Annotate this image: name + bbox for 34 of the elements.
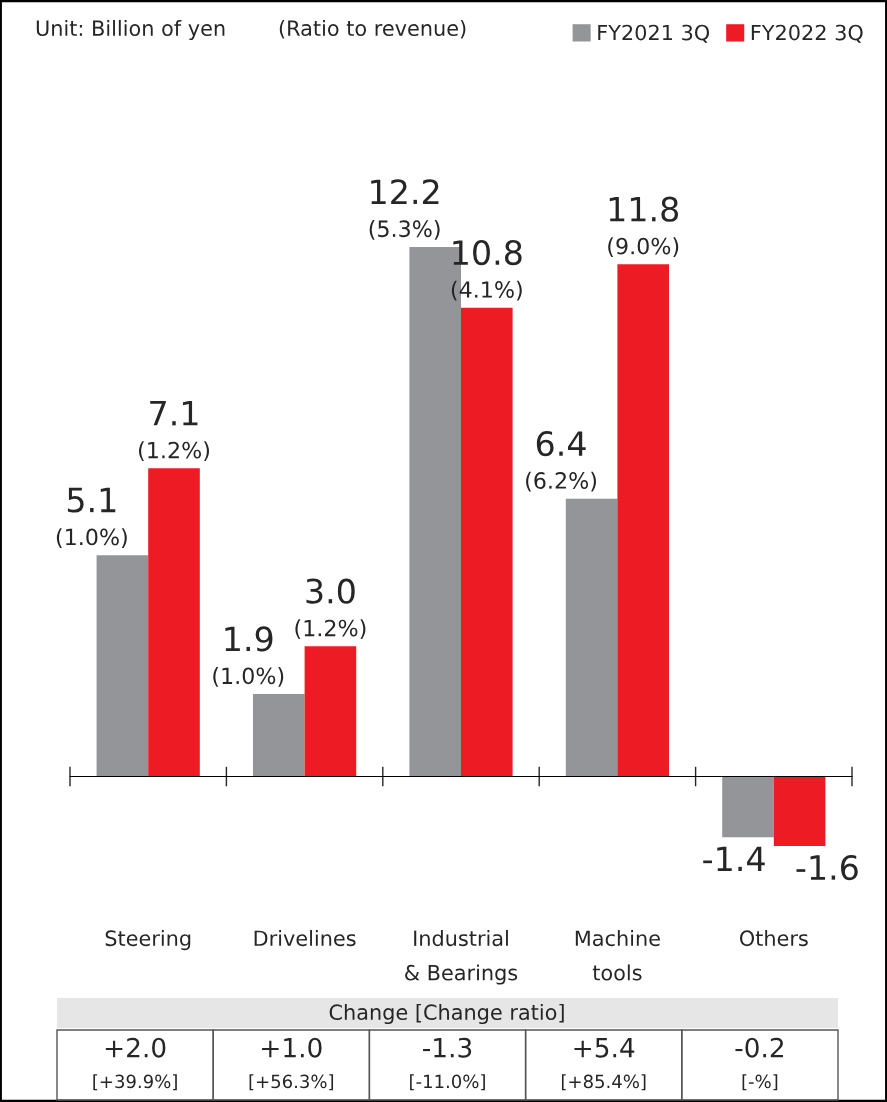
data-label: 1.9 (1.0%) xyxy=(213,626,284,687)
x-tick-label: Steering xyxy=(105,930,191,951)
data-label: -1.6 xyxy=(796,854,858,881)
text: -0.2 [-%] xyxy=(735,1037,783,1091)
data-label: 5.1 (1.0%) xyxy=(56,487,127,548)
legend-label: FY2021 3Q xyxy=(598,24,710,43)
text: +5.4 [+85.4%] xyxy=(561,1038,646,1091)
bar xyxy=(617,264,670,777)
data-label: -1.4 xyxy=(703,846,765,871)
text: -1.3 [-11.0%] xyxy=(410,1037,485,1091)
bar xyxy=(304,646,357,777)
x-tick-label: Drivelines xyxy=(254,930,356,947)
data-label: 7.1 (1.2%) xyxy=(139,401,209,462)
data-label: 11.8 (9.0%) xyxy=(608,196,679,258)
bar xyxy=(96,555,149,777)
text: Unit: Billion of yen xyxy=(36,19,225,41)
data-label: 6.4 (6.2%) xyxy=(526,430,597,492)
x-tick-label: Others xyxy=(739,930,808,947)
text: +1.0 [+56.3%] xyxy=(249,1037,334,1091)
x-tick-label: Machine tools xyxy=(575,930,660,981)
bar xyxy=(252,694,305,777)
bar xyxy=(148,468,200,777)
bar xyxy=(565,498,618,777)
bar xyxy=(773,776,826,846)
legend-label: FY2022 3Q xyxy=(751,24,863,43)
text: (Ratio to revenue) xyxy=(279,19,466,39)
text: +2.0 [+39.9%] xyxy=(93,1037,177,1091)
bar xyxy=(461,307,513,777)
data-label: 12.2 (5.3%) xyxy=(369,179,440,240)
bar xyxy=(722,776,774,838)
data-label: 3.0 (1.2%) xyxy=(295,578,366,640)
text: Change [Change ratio] xyxy=(329,1003,564,1025)
data-label: 10.8 (4.1%) xyxy=(451,239,522,301)
x-tick-label: Industrial & Bearings xyxy=(405,930,518,985)
